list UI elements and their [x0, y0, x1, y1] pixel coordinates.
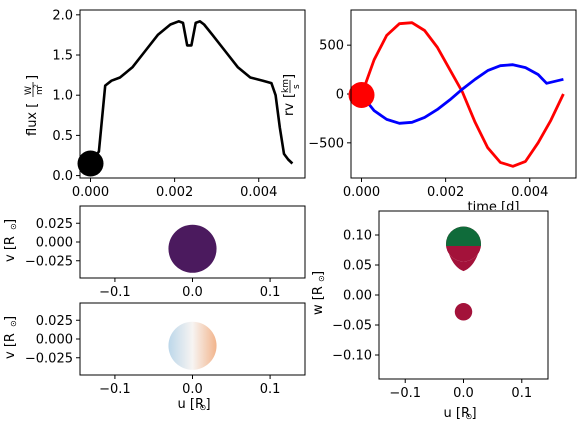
ylabel-end: ]: [311, 271, 326, 276]
y-tick-label: 1.0: [52, 89, 73, 104]
y-tick-label: −0.05: [332, 319, 372, 334]
x-axis-label: u [R⊙]: [444, 406, 477, 421]
flux-marker: [77, 150, 104, 177]
y-tick-label: 0.000: [36, 333, 73, 348]
y-tick-label: 0.05: [343, 259, 372, 274]
x-tick-label: 0.1: [260, 285, 281, 300]
y-tick-label: −0.025: [25, 351, 73, 366]
star-disk-upper: [446, 226, 481, 247]
xlabel-end: ]: [206, 397, 211, 412]
ylabel-bracket: ]: [282, 74, 297, 79]
ylabel-end: ]: [25, 75, 40, 80]
panel-1: 0.000 0.002 0.004 0.0 0.5 1.0 1.5 2.0 flux [ W m2]: [24, 8, 306, 200]
x-tick-label: 0.0: [182, 285, 203, 300]
ylabel-bracket: [: [282, 93, 297, 98]
xlabel-text: u [R: [444, 406, 470, 421]
axes-frame: [79, 9, 306, 179]
axes-frame: [350, 9, 577, 179]
y-axis-label: v [R ⊙]: [3, 316, 18, 359]
y-tick-label: −500: [308, 136, 344, 151]
x-tick-label: 0.002: [156, 185, 193, 200]
y-tick-label: −0.025: [25, 254, 73, 269]
y-tick-label: 0.5: [52, 129, 73, 144]
ylabel-text: rv: [282, 103, 297, 116]
x-tick-label: −0.1: [389, 386, 421, 401]
y-tick-label: 0.025: [36, 217, 73, 232]
y-axis-label: v [R ⊙]: [3, 219, 18, 262]
y-tick-label: 2.0: [52, 8, 73, 23]
x-tick-label: 0.1: [260, 382, 281, 397]
rv-marker: [348, 81, 375, 108]
y-axis-label: w [R ⊙]: [311, 271, 326, 315]
x-tick-label: 0.000: [72, 185, 109, 200]
x-tick-label: 0.1: [511, 386, 532, 401]
ylabel-text: w [R: [311, 286, 326, 315]
ylabel-end: ]: [3, 219, 18, 224]
star-disk: [168, 321, 217, 370]
rv-line-blue: [360, 63, 564, 125]
x-tick-label: −0.1: [99, 285, 131, 300]
y-tick-label: −0.10: [332, 349, 372, 364]
x-tick-label: 0.0: [182, 382, 203, 397]
y-tick-label: 1.5: [52, 49, 73, 64]
sun-symbol: ⊙: [9, 223, 18, 230]
sun-symbol: ⊙: [317, 275, 326, 282]
y-tick-label: 0.10: [343, 229, 372, 244]
sun-symbol: ⊙: [200, 403, 207, 412]
y-axis-label: flux [ W m2]: [24, 75, 45, 136]
x-tick-label: −0.1: [99, 382, 131, 397]
flux-line: [89, 20, 294, 165]
x-tick-label: 0.004: [511, 185, 548, 200]
sun-symbol: ⊙: [466, 412, 473, 421]
x-tick-label: 0.002: [427, 185, 464, 200]
ylabel-end: ]: [3, 316, 18, 321]
companion-disk: [454, 303, 473, 321]
ylabel-text: flux [: [25, 103, 40, 136]
y-axis-label: rv [km s]: [281, 74, 302, 116]
y-tick-label: 0: [336, 88, 344, 103]
sun-symbol: ⊙: [9, 320, 18, 327]
panel-5: −0.1 0.0 0.10.100.050.00−0.05−0.10u [R⊙]w …: [311, 210, 549, 421]
star-disk: [168, 224, 217, 273]
x-axis-label: u [R⊙]: [178, 397, 211, 412]
axes-frame: [79, 205, 306, 279]
ylabel-unit-num: km: [281, 79, 291, 93]
panel-3: −0.1 0.0 0.1 0.025 0.000 −0.025 v [R ⊙]: [3, 205, 306, 300]
y-tick-label: 0.0: [52, 169, 73, 184]
y-tick-label: 0.000: [36, 236, 73, 251]
xlabel-text: u [R: [178, 397, 204, 412]
x-tick-label: 0.0: [453, 386, 474, 401]
y-tick-label: 0.00: [343, 289, 372, 304]
ylabel-unit-num: W: [24, 86, 34, 95]
y-tick-label: 500: [319, 39, 344, 54]
xlabel-end: ]: [472, 406, 477, 421]
axes-frame: [79, 302, 306, 376]
rv-line-red: [360, 21, 565, 168]
ylabel-unit-den: m: [35, 86, 45, 95]
axes-frame: [378, 210, 549, 380]
star-disk-lower: [446, 244, 481, 272]
ylabel-text: v [R: [3, 236, 18, 262]
y-tick-label: 0.025: [36, 314, 73, 329]
ylabel-text: v [R: [3, 333, 18, 359]
x-tick-label: 0.000: [343, 185, 380, 200]
ylabel-unit-den: s: [292, 84, 302, 89]
ylabel-unit-exp: 2: [33, 84, 40, 88]
x-tick-label: 0.004: [240, 185, 277, 200]
